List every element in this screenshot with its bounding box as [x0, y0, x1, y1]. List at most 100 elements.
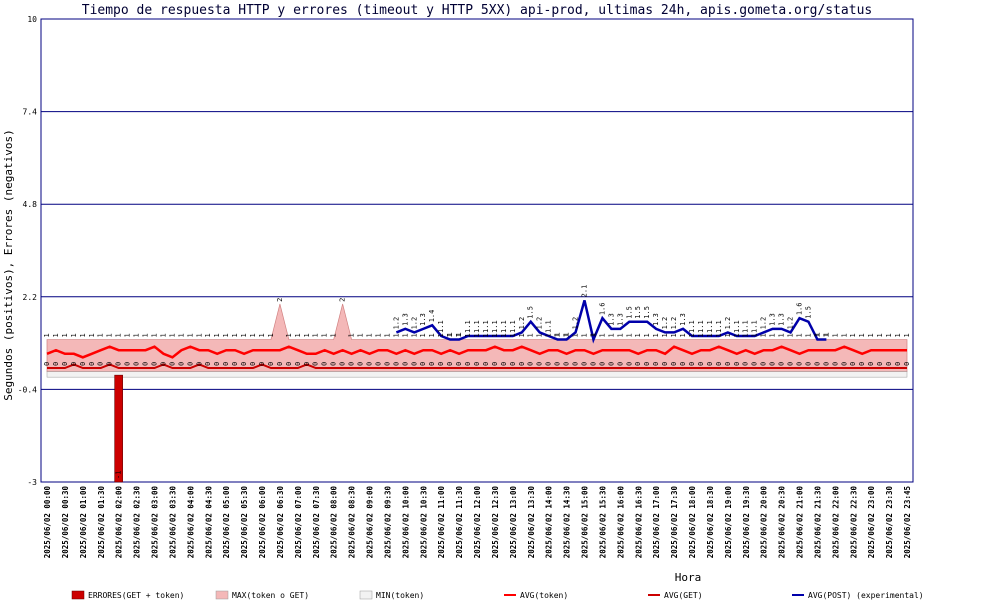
- min-value-label: 0: [733, 362, 741, 366]
- max-value-label: 1: [249, 333, 257, 337]
- max-value-label: 1: [715, 333, 723, 337]
- x-tick-label: 2025/06/02 15:30: [598, 486, 607, 559]
- max-value-label: 1: [769, 333, 777, 337]
- min-value-label: 0: [840, 362, 848, 366]
- max-value-label: 1: [348, 333, 356, 337]
- x-tick-label: 2025/06/02 18:30: [706, 486, 715, 559]
- min-value-label: 0: [97, 362, 105, 366]
- max-value-label: 1: [787, 333, 795, 337]
- max-value-label: 1: [142, 333, 150, 337]
- post-value-label: 1.1: [697, 320, 705, 333]
- max-value-label: 2: [276, 298, 284, 302]
- x-tick-label: 2025/06/02 19:00: [724, 486, 733, 559]
- max-value-label: 1: [401, 333, 409, 337]
- min-value-label: 0: [330, 362, 338, 366]
- post-value-label: 1.3: [769, 313, 777, 326]
- y-tick-label: -0.4: [18, 385, 37, 394]
- x-tick-label: 2025/06/02 06:00: [258, 486, 267, 559]
- min-value-label: 0: [357, 362, 365, 366]
- min-value-label: 0: [572, 362, 580, 366]
- max-value-label: 1: [491, 333, 499, 337]
- min-value-label: 0: [491, 362, 499, 366]
- max-value-label: 1: [303, 333, 311, 337]
- x-tick-label: 2025/06/02 10:00: [401, 486, 410, 559]
- min-value-label: 0: [195, 362, 203, 366]
- min-value-label: 0: [231, 362, 239, 366]
- min-value-label: 0: [428, 362, 436, 366]
- y-tick-label: 4.8: [23, 200, 38, 209]
- min-value-label: 0: [518, 362, 526, 366]
- post-value-label: 1.3: [419, 313, 427, 326]
- min-value-label: 0: [742, 362, 750, 366]
- max-value-label: 1: [733, 333, 741, 337]
- max-value-label: 1: [518, 333, 526, 337]
- min-value-label: 0: [670, 362, 678, 366]
- max-value-label: 1: [419, 333, 427, 337]
- post-value-label: 1.6: [796, 303, 804, 316]
- min-value-label: 0: [312, 362, 320, 366]
- post-value-label: 1: [446, 332, 454, 336]
- post-value-label: 1.1: [733, 320, 741, 333]
- min-value-label: 0: [366, 362, 374, 366]
- x-tick-label: 2025/06/02 12:00: [473, 486, 482, 559]
- x-tick-label: 2025/06/02 02:30: [133, 486, 142, 559]
- min-value-label: 0: [383, 362, 391, 366]
- x-tick-label: 2025/06/02 02:00: [115, 486, 124, 559]
- min-value-label: 0: [151, 362, 159, 366]
- max-value-label: 1: [652, 333, 660, 337]
- max-value-label: 1: [643, 333, 651, 337]
- y-tick-label: 7.4: [23, 108, 38, 117]
- post-value-label: 1.3: [778, 313, 786, 326]
- max-value-label: 1: [482, 333, 490, 337]
- x-tick-label: 2025/06/02 22:00: [831, 486, 840, 559]
- max-value-label: 1: [79, 333, 87, 337]
- legend: ERRORES(GET + token) MAX(token o GET) MIN(…: [71, 590, 924, 600]
- min-value-label: 0: [168, 362, 176, 366]
- post-value-label: 1.1: [500, 320, 508, 333]
- min-value-label: 0: [249, 362, 257, 366]
- post-value-label: 1: [589, 332, 597, 336]
- x-tick-label: 2025/06/02 03:00: [151, 486, 160, 559]
- min-value-label: 0: [885, 362, 893, 366]
- max-value-label: 1: [159, 333, 167, 337]
- min-value-label: 0: [858, 362, 866, 366]
- x-tick-label: 2025/06/02 07:30: [312, 486, 321, 559]
- max-value-label: 1: [115, 333, 123, 337]
- max-value-label: 1: [437, 333, 445, 337]
- max-value-label: 1: [366, 333, 374, 337]
- min-value-label: 0: [473, 362, 481, 366]
- error-value-label: -1: [115, 471, 123, 479]
- max-value-label: 1: [589, 333, 597, 337]
- max-value-label: 1: [70, 333, 78, 337]
- max-value-label: 1: [625, 333, 633, 337]
- x-tick-label: 2025/06/02 13:30: [527, 486, 536, 559]
- max-value-label: 1: [383, 333, 391, 337]
- min-value-label: 0: [751, 362, 759, 366]
- max-value-label: 1: [357, 333, 365, 337]
- legend-swatch: [71, 590, 85, 600]
- post-value-label: 1: [554, 332, 562, 336]
- post-value-label: 1: [822, 332, 830, 336]
- max-value-label: 1: [455, 333, 463, 337]
- min-value-label: 0: [213, 362, 221, 366]
- legend-label: ERRORES(GET + token): [88, 591, 184, 600]
- max-value-label: 1: [285, 333, 293, 337]
- min-value-label: 0: [545, 362, 553, 366]
- min-value-label: 0: [849, 362, 857, 366]
- x-tick-label: 2025/06/02 18:00: [688, 486, 697, 559]
- legend-label: AVG(GET): [664, 591, 703, 600]
- x-tick-label: 2025/06/02 06:30: [276, 486, 285, 559]
- post-value-label: 1.2: [536, 317, 544, 330]
- post-value-label: 1.3: [607, 313, 615, 326]
- max-value-label: 1: [760, 333, 768, 337]
- min-value-label: 0: [804, 362, 812, 366]
- max-value-label: 1: [858, 333, 866, 337]
- max-value-label: 1: [572, 333, 580, 337]
- legend-swatch: [215, 590, 229, 600]
- min-value-label: 0: [142, 362, 150, 366]
- post-value-label: 1.5: [634, 306, 642, 319]
- x-tick-label: 2025/06/02 11:00: [437, 486, 446, 559]
- post-value-label: 1: [455, 332, 463, 336]
- min-value-label: 0: [106, 362, 114, 366]
